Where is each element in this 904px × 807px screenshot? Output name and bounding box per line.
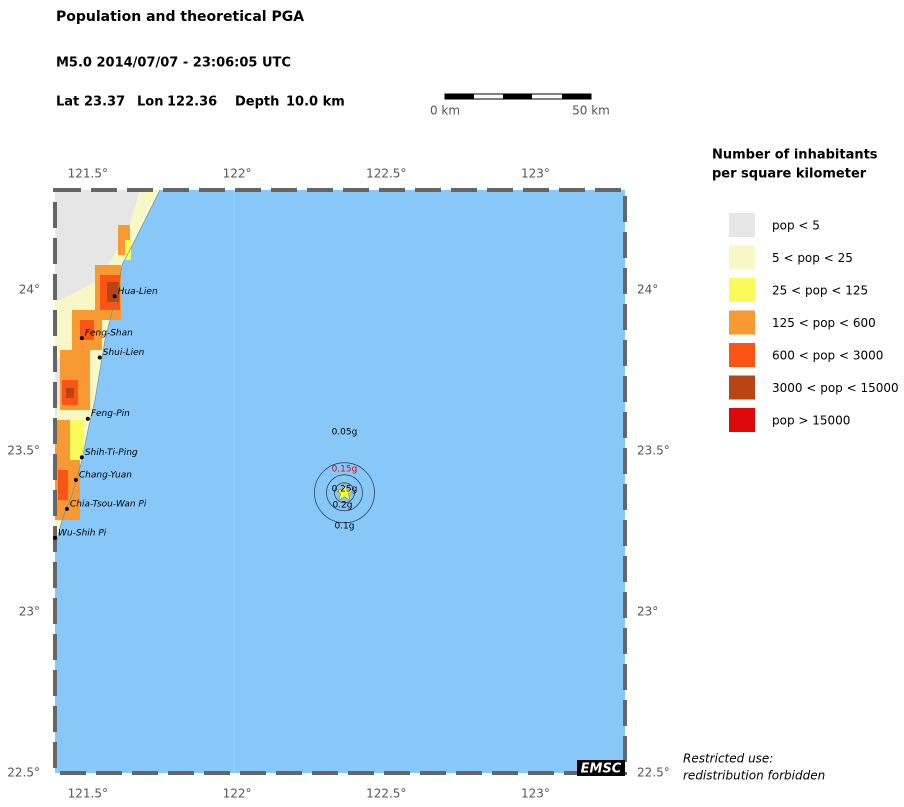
y-tick-label: 24° (19, 282, 40, 296)
legend-swatch (729, 310, 755, 335)
x-tick-label: 122° (223, 167, 252, 181)
pga-contour (326, 474, 363, 512)
city-label: Feng-Shan (85, 329, 133, 339)
pga-label: 0.2g (332, 500, 352, 510)
city-label: Feng-Pin (91, 409, 130, 419)
legend-label: pop > 15000 (772, 414, 850, 428)
city-marker (97, 355, 102, 360)
legend-label: 25 < pop < 125 (772, 284, 868, 298)
x-tick-label: 122° (223, 787, 252, 801)
legend-label: 5 < pop < 25 (772, 251, 853, 265)
y-tick-label: 23° (19, 604, 40, 618)
title: Population and theoretical PGA (56, 9, 304, 25)
legend-swatch (729, 375, 755, 400)
lat: 23.37 (84, 95, 125, 110)
x-tick-label: 122.5° (366, 787, 406, 801)
x-tick-label: 121.5° (68, 787, 108, 801)
legend-swatch (729, 408, 755, 432)
legend-label: 600 < pop < 3000 (772, 349, 883, 363)
city-marker (64, 506, 69, 511)
y-tick-label: 23° (637, 604, 658, 618)
y-tick-label: 24° (637, 282, 658, 296)
map (53, 188, 627, 775)
city-label: Shih-Ti-Ping (85, 448, 138, 458)
depth: 10.0 km (286, 95, 345, 110)
x-tick-label: 122.5° (366, 167, 406, 181)
city-marker (79, 455, 84, 460)
legend-label: 125 < pop < 600 (772, 316, 876, 330)
y-tick-label: 22.5° (637, 766, 670, 780)
epicenter (334, 481, 355, 502)
scale-start: 0 km (430, 104, 460, 118)
city-label: Wu-Shih Pi (58, 528, 107, 538)
city-label: Hua-Lien (118, 287, 158, 297)
pga-label: 0.25g (332, 484, 358, 494)
legend-swatch (729, 343, 755, 367)
y-tick-label: 23.5° (637, 443, 670, 457)
y-tick-label: 23.5° (7, 443, 40, 457)
pga-label: 0.1g (334, 521, 354, 531)
legend-title: per square kilometer (712, 167, 867, 182)
legend-label: pop < 5 (772, 219, 820, 233)
x-tick-label: 121.5° (68, 167, 108, 181)
pga-label: 0.15g (332, 464, 358, 474)
city-label: Chia-Tsou-Wan Pi (70, 499, 147, 509)
lat-label: Lat (56, 95, 79, 110)
notice: Restricted use: (683, 752, 773, 766)
city-marker (53, 535, 57, 540)
city-marker (79, 336, 84, 341)
legend-swatch (729, 213, 755, 237)
legend-label: 3000 < pop < 15000 (772, 381, 899, 395)
legend-swatch (729, 278, 755, 302)
city-marker (112, 294, 117, 299)
pga-contour (314, 462, 375, 524)
city-label: Chang-Yuan (79, 470, 132, 480)
event: M5.0 2014/07/07 - 23:06:05 UTC (56, 56, 291, 71)
logo: EMSC (581, 762, 622, 777)
notice: redistribution forbidden (683, 769, 825, 783)
y-tick-label: 22.5° (7, 766, 40, 780)
depth-label: Depth (235, 95, 279, 110)
logo-box (577, 760, 625, 776)
city-marker (85, 416, 90, 421)
legend-title: Number of inhabitants (712, 148, 878, 163)
city-label: Shui-Lien (103, 348, 145, 358)
legend-swatch (729, 245, 755, 270)
city-marker (73, 477, 78, 482)
scale-end: 50 km (572, 104, 610, 118)
x-tick-label: 123° (521, 787, 550, 801)
pga-label: 0.05g (332, 427, 358, 437)
lon: 122.36 (167, 95, 217, 110)
x-tick-label: 123° (521, 167, 550, 181)
lon-label: Lon (137, 95, 163, 110)
scale-bar (444, 93, 592, 100)
